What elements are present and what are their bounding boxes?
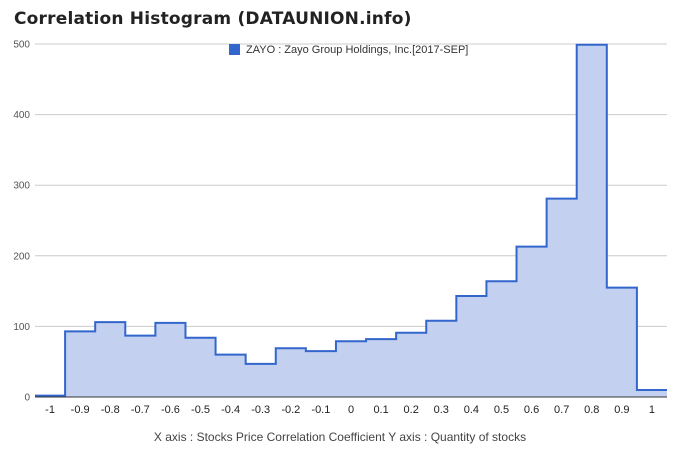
- x-tick-label: -0.4: [221, 404, 240, 416]
- x-tick-label: 0.2: [404, 404, 419, 416]
- x-tick-label: -0.1: [311, 404, 330, 416]
- x-tick-label: -0.7: [131, 404, 150, 416]
- y-axis-ticks: 0 100 200 300 400 500: [13, 40, 30, 404]
- y-tick-label: 0: [24, 393, 30, 404]
- x-tick-label: -0.9: [71, 404, 90, 416]
- x-tick-label: 0.9: [614, 404, 629, 416]
- x-tick-label: -1: [45, 404, 55, 416]
- x-tick-label: 0.1: [373, 404, 388, 416]
- x-tick-label: 0.3: [434, 404, 449, 416]
- x-tick-label: 0.7: [554, 404, 569, 416]
- x-tick-label: -0.6: [161, 404, 180, 416]
- legend-swatch: [229, 44, 240, 55]
- x-tick-label: -0.3: [251, 404, 270, 416]
- x-tick-label: -0.8: [101, 404, 120, 416]
- x-tick-label: 0.5: [494, 404, 509, 416]
- x-tick-label: -0.5: [191, 404, 210, 416]
- y-tick-label: 500: [13, 40, 30, 51]
- y-tick-label: 300: [13, 181, 30, 192]
- legend[interactable]: ZAYO : Zayo Group Holdings, Inc.[2017-SE…: [229, 44, 468, 56]
- y-tick-label: 100: [13, 322, 30, 333]
- x-tick-label: 0.6: [524, 404, 539, 416]
- x-axis-ticks: -1 -0.9 -0.8 -0.7 -0.6 -0.5 -0.4 -0.3 -0.2 -0.1 0 0…: [45, 404, 655, 416]
- x-tick-label: 0: [348, 404, 354, 416]
- legend-label: ZAYO : Zayo Group Holdings, Inc.[2017-SE…: [246, 44, 468, 56]
- chart-title: Correlation Histogram (DATAUNION.info): [14, 9, 412, 29]
- axis-description: X axis : Stocks Price Correlation Coeffi…: [153, 430, 527, 444]
- x-tick-label: 0.4: [464, 404, 479, 416]
- histogram-outline: [35, 43, 667, 397]
- y-tick-label: 200: [13, 251, 30, 262]
- y-tick-label: 400: [13, 110, 30, 121]
- x-tick-label: 0.8: [584, 404, 599, 416]
- x-tick-label: -0.2: [281, 404, 300, 416]
- x-tick-label: 1: [649, 404, 655, 416]
- histogram-area: [35, 44, 667, 398]
